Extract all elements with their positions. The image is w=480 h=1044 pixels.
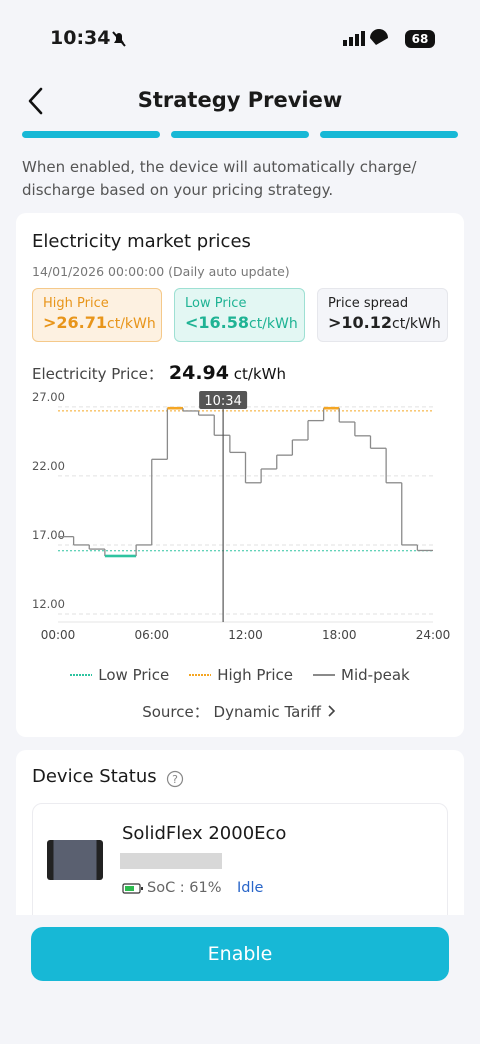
legend-item: Low Price bbox=[70, 666, 169, 684]
help-icon[interactable]: ? bbox=[166, 770, 184, 788]
update-date: 14/01/2026 00:00:00 bbox=[32, 264, 165, 279]
low-price-pill: Low Price <16.58ct/kWh bbox=[174, 288, 305, 342]
device-state: Idle bbox=[237, 880, 264, 896]
pill-label: High Price bbox=[43, 296, 109, 311]
x-tick-label: 06:00 bbox=[134, 628, 169, 642]
legend-label: High Price bbox=[217, 666, 294, 684]
y-tick-label: 22.00 bbox=[32, 459, 65, 473]
current-price-unit: ct/kWh bbox=[233, 365, 286, 383]
device-status-title: Device Status bbox=[32, 766, 157, 787]
page-title: Strategy Preview bbox=[137, 88, 343, 112]
legend-swatch bbox=[189, 674, 212, 676]
source-label: Source： bbox=[142, 703, 209, 721]
source-value: Dynamic Tariff bbox=[213, 703, 321, 721]
pill-value: >10.12 bbox=[328, 313, 393, 332]
high-price-pill: High Price >26.71ct/kWh bbox=[32, 288, 162, 342]
battery-icon bbox=[122, 883, 143, 894]
device-soc: SoC : 61% bbox=[147, 880, 222, 896]
y-tick-label: 17.00 bbox=[32, 528, 65, 542]
legend: Low Price High Price Mid-peak bbox=[0, 666, 480, 684]
current-price-value: 24.94 bbox=[168, 362, 229, 384]
step-bar bbox=[171, 131, 309, 138]
pill-label: Low Price bbox=[185, 296, 247, 311]
legend-label: Low Price bbox=[98, 666, 170, 684]
x-tick-label: 12:00 bbox=[228, 628, 263, 642]
legend-item: Mid-peak bbox=[313, 666, 410, 684]
legend-swatch bbox=[70, 674, 93, 676]
price-chart: 12.00 17.00 22.00 27.00 00:00 06:00 12:00 18:00… bbox=[32, 390, 451, 642]
description-line: When enabled, the device will automatica… bbox=[22, 158, 417, 176]
status-time: 10:34 bbox=[50, 27, 111, 49]
pill-label: Price spread bbox=[328, 296, 409, 311]
legend-label: Mid-peak bbox=[341, 666, 410, 684]
signal-wifi bbox=[343, 29, 388, 46]
current-time-badge bbox=[199, 391, 248, 409]
card-title: Electricity market prices bbox=[32, 231, 251, 252]
update-note: (Daily auto update) bbox=[168, 264, 290, 279]
battery: 68 bbox=[405, 30, 435, 48]
legend-item: High Price bbox=[189, 666, 293, 684]
x-tick-label: 00:00 bbox=[41, 628, 76, 642]
enable-button[interactable]: Enable bbox=[31, 927, 449, 981]
description-line: discharge based on your pricing strategy… bbox=[22, 181, 334, 199]
svg-text:?: ? bbox=[172, 773, 178, 786]
y-tick-label: 27.00 bbox=[32, 390, 65, 404]
x-tick-label: 24:00 bbox=[416, 628, 451, 642]
update-info: 14/01/2026 00:00:00 (Daily auto update) bbox=[32, 264, 290, 279]
current-time-label: 10:34 bbox=[204, 394, 241, 409]
legend-swatch bbox=[313, 674, 336, 676]
step-bar bbox=[320, 131, 458, 138]
back-button[interactable] bbox=[24, 86, 48, 116]
device-serial-redacted bbox=[120, 853, 222, 869]
spread-pill: Price spread >10.12ct/kWh bbox=[317, 288, 448, 342]
source[interactable]: Source： Dynamic Tariff bbox=[0, 701, 480, 722]
pill-unit: ct/kWh bbox=[392, 316, 441, 332]
pill-unit: ct/kWh bbox=[107, 316, 156, 332]
pill-value: >26.71 bbox=[43, 313, 108, 332]
pill-unit: ct/kWh bbox=[249, 316, 298, 332]
current-price-label: Electricity Price： bbox=[32, 365, 163, 383]
current-price: Electricity Price： 24.94 ct/kWh bbox=[32, 362, 286, 384]
chevron bbox=[328, 705, 335, 717]
mute-icon bbox=[112, 31, 126, 47]
x-tick-label: 18:00 bbox=[322, 628, 357, 642]
step-bar bbox=[22, 131, 160, 138]
description: When enabled, the device will automatica… bbox=[22, 156, 416, 202]
device-image bbox=[47, 840, 103, 880]
device-name: SolidFlex 2000Eco bbox=[122, 823, 287, 844]
pill-value: <16.58 bbox=[185, 313, 250, 332]
y-tick-label: 12.00 bbox=[32, 597, 65, 611]
